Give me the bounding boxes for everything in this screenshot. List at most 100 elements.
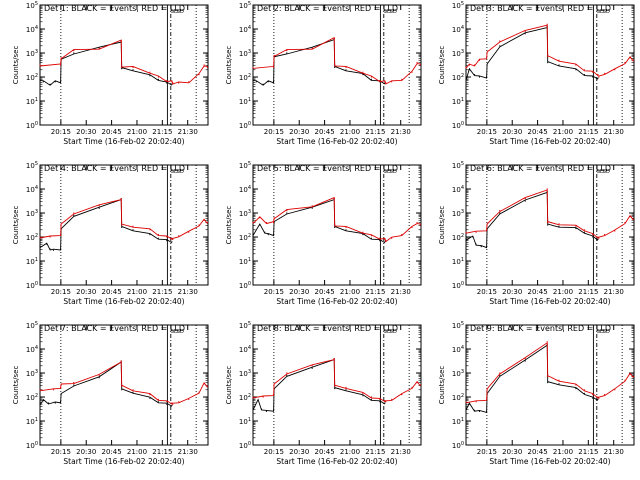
lld-series-point: [362, 392, 364, 394]
events-series-point: [575, 388, 577, 390]
y-tick-label: 103: [26, 209, 38, 218]
events-series-point: [499, 45, 501, 47]
x-tick-label: 21:15: [152, 288, 172, 296]
events-series-point: [166, 240, 168, 242]
lld-series: [252, 359, 421, 403]
events-series-point: [262, 83, 264, 85]
y-tick-label: 105: [452, 1, 464, 10]
events-series-point: [468, 69, 470, 71]
events-series-point: [486, 410, 488, 412]
lld-series: [465, 189, 634, 239]
x-tick-label: 20:30: [289, 288, 309, 296]
x-tick-label: 21:30: [178, 288, 198, 296]
x-tick-label: 20:15: [264, 288, 284, 296]
lld-series-point: [370, 396, 372, 398]
y-axis-label: Counts/sec: [438, 366, 446, 405]
x-tick-label: 20:30: [289, 128, 309, 136]
y-tick-label: 103: [452, 209, 464, 218]
events-series-point: [121, 226, 123, 228]
lld-series-point: [465, 66, 467, 68]
detector-panel-4: 100 101 102 103 104 105 20:15 20:30 20:45 21:00 21…: [12, 161, 209, 306]
y-tick-label: 101: [452, 257, 464, 266]
lld-series-point: [546, 23, 548, 25]
events-series-point: [597, 238, 599, 240]
y-tick-label: 102: [26, 393, 38, 402]
y-tick-label: 105: [239, 1, 251, 10]
panel-title: Det 6: BLACK = Events, RED = LLD: [470, 164, 611, 173]
events-series-point: [73, 384, 75, 386]
lld-series-point: [149, 229, 151, 231]
lld-series-point: [273, 394, 275, 396]
lld-series-point: [121, 65, 123, 67]
x-tick-label: 20:30: [76, 288, 96, 296]
events-series-point: [362, 74, 364, 76]
events-series-point: [362, 395, 364, 397]
lld-series-point: [166, 80, 168, 82]
events-series-point: [252, 78, 254, 80]
lld-series-point: [198, 224, 200, 226]
lld-series-point: [171, 237, 173, 239]
events-series-point: [583, 231, 586, 233]
events-series-point: [345, 229, 347, 231]
events-series-point: [384, 402, 386, 404]
lld-series-point: [385, 401, 387, 403]
sd-marker-label: SD: [177, 9, 184, 15]
panel-title: Det 4: BLACK = Events, RED = LLD: [44, 164, 185, 173]
lld-series-point: [273, 384, 275, 386]
y-tick-label: 101: [452, 417, 464, 426]
x-tick-label: 21:00: [553, 128, 573, 136]
x-axis-label: Start Time (16-Feb-02 20:02:40): [489, 137, 610, 146]
lld-series-point: [632, 59, 635, 61]
lld-series-point: [49, 236, 51, 238]
events-series-point: [370, 78, 372, 80]
x-tick-label: 21:30: [391, 288, 411, 296]
panel-title: Det 2: BLACK = Events, RED = LLD: [257, 4, 398, 13]
lld-series-point: [583, 69, 586, 71]
y-tick-label: 102: [26, 233, 38, 242]
events-series-point: [60, 394, 62, 396]
x-tick-label: 20:15: [477, 448, 497, 456]
lld-series-point: [121, 224, 123, 226]
lld-series-point: [60, 234, 62, 236]
lld-series-point: [171, 81, 173, 83]
y-tick-label: 102: [26, 73, 38, 82]
lld-series-point: [411, 386, 413, 388]
lld-series-point: [273, 222, 275, 224]
events-series-point: [345, 389, 347, 391]
lld-series-point: [132, 225, 134, 227]
lld-series-point: [391, 398, 393, 400]
events-series-point: [311, 207, 313, 209]
lld-series-point: [575, 64, 577, 66]
events-series-point: [42, 81, 45, 83]
events-series-point: [46, 243, 48, 245]
x-tick-label: 20:30: [502, 288, 522, 296]
x-tick-label: 20:45: [102, 448, 122, 456]
events-series-point: [473, 409, 476, 411]
lld-series-point: [60, 64, 62, 66]
lld-series-point: [188, 231, 190, 233]
events-series-point: [524, 360, 526, 362]
sd-marker-label: SD: [177, 329, 184, 335]
events-series-point: [524, 200, 526, 202]
events-series-point: [478, 76, 481, 78]
x-tick-label: 20:45: [102, 128, 122, 136]
lld-series-point: [499, 40, 501, 42]
lld-series-point: [629, 373, 631, 375]
lld-series-point: [370, 235, 372, 237]
lld-series-point: [98, 47, 100, 49]
events-series-point: [370, 398, 372, 400]
lld-series-point: [575, 225, 577, 227]
events-series-point: [267, 234, 269, 236]
y-tick-label: 103: [239, 49, 251, 58]
lld-series-point: [632, 218, 635, 220]
lld-series-point: [624, 62, 626, 64]
events-series-point: [260, 408, 263, 410]
events-series-point: [286, 52, 288, 54]
y-tick-label: 100: [239, 441, 251, 450]
sd-marker-label: SD: [597, 9, 604, 15]
x-tick-label: 21:00: [340, 448, 360, 456]
y-tick-label: 105: [239, 321, 251, 330]
y-tick-label: 100: [239, 281, 251, 290]
events-series: [252, 198, 386, 244]
y-tick-label: 104: [239, 185, 251, 194]
